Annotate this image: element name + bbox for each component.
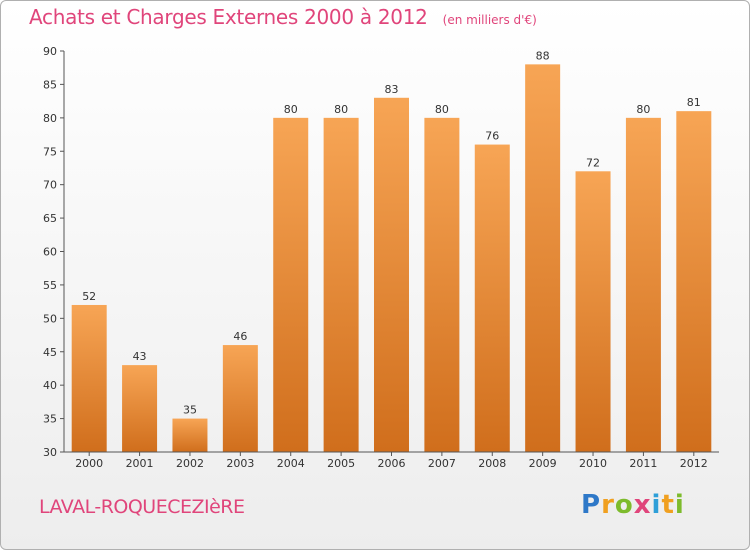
x-tick-label: 2006 <box>378 457 406 470</box>
bar <box>575 171 611 453</box>
y-tick-label: 85 <box>43 78 57 91</box>
y-tick-label: 90 <box>43 45 57 58</box>
data-label: 52 <box>82 290 96 303</box>
x-tick-label: 2005 <box>327 457 355 470</box>
x-tick-label: 2008 <box>478 457 506 470</box>
data-label: 46 <box>233 330 247 343</box>
y-tick-label: 75 <box>43 145 57 158</box>
bar <box>474 144 510 453</box>
y-tick-label: 55 <box>43 279 57 292</box>
data-label: 43 <box>133 350 147 363</box>
x-tick-label: 2012 <box>680 457 708 470</box>
x-tick-label: 2001 <box>126 457 154 470</box>
chart-title: Achats et Charges Externes 2000 à 2012 (… <box>29 5 537 29</box>
data-label: 83 <box>385 83 399 96</box>
bar <box>323 117 359 452</box>
y-tick-label: 40 <box>43 379 57 392</box>
bar <box>222 345 258 452</box>
y-tick-label: 60 <box>43 246 57 259</box>
x-tick-label: 2007 <box>428 457 456 470</box>
bar <box>424 117 460 452</box>
data-label: 35 <box>183 404 197 417</box>
bar <box>71 304 107 452</box>
bar <box>172 418 208 452</box>
x-tick-label: 2002 <box>176 457 204 470</box>
x-tick-label: 2004 <box>277 457 305 470</box>
data-label: 80 <box>334 103 348 116</box>
commune-name: LAVAL-ROQUECEZIèRE <box>39 496 245 518</box>
y-tick-label: 70 <box>43 179 57 192</box>
data-label: 80 <box>284 103 298 116</box>
data-label: 76 <box>485 130 499 143</box>
bar <box>273 117 309 452</box>
bar <box>676 111 712 453</box>
x-tick-label: 2011 <box>629 457 657 470</box>
x-axis: 2000 2001 2002 2003 2004 2005 2006 2007 2008 2009… <box>64 451 719 470</box>
bar <box>625 117 661 452</box>
data-label: 72 <box>586 156 600 169</box>
y-tick-label: 80 <box>43 112 57 125</box>
y-tick-label: 50 <box>43 312 57 325</box>
y-tick-label: 45 <box>43 346 57 359</box>
x-tick-label: 2000 <box>75 457 103 470</box>
y-axis: 30 35 40 45 50 55 60 65 70 75 80 85 90 <box>43 45 65 459</box>
y-tick-label: 35 <box>43 413 57 426</box>
data-label: 81 <box>687 96 701 109</box>
chart-unit: (en milliers d'€) <box>442 13 537 27</box>
bar <box>525 64 561 452</box>
x-tick-label: 2010 <box>579 457 607 470</box>
bar <box>374 97 409 453</box>
x-tick-label: 2003 <box>226 457 254 470</box>
proxiti-logo: Proxiti <box>581 490 685 520</box>
bar <box>122 365 158 452</box>
y-tick-label: 30 <box>43 446 57 459</box>
data-label: 80 <box>636 103 650 116</box>
data-label: 88 <box>536 49 550 62</box>
data-label: 80 <box>435 103 449 116</box>
chart-title-text: Achats et Charges Externes 2000 à 2012 <box>29 5 428 29</box>
y-tick-label: 65 <box>43 212 57 225</box>
x-tick-label: 2009 <box>529 457 557 470</box>
bars: 52 43 35 46 80 80 83 80 76 88 72 80 81 <box>71 49 712 453</box>
